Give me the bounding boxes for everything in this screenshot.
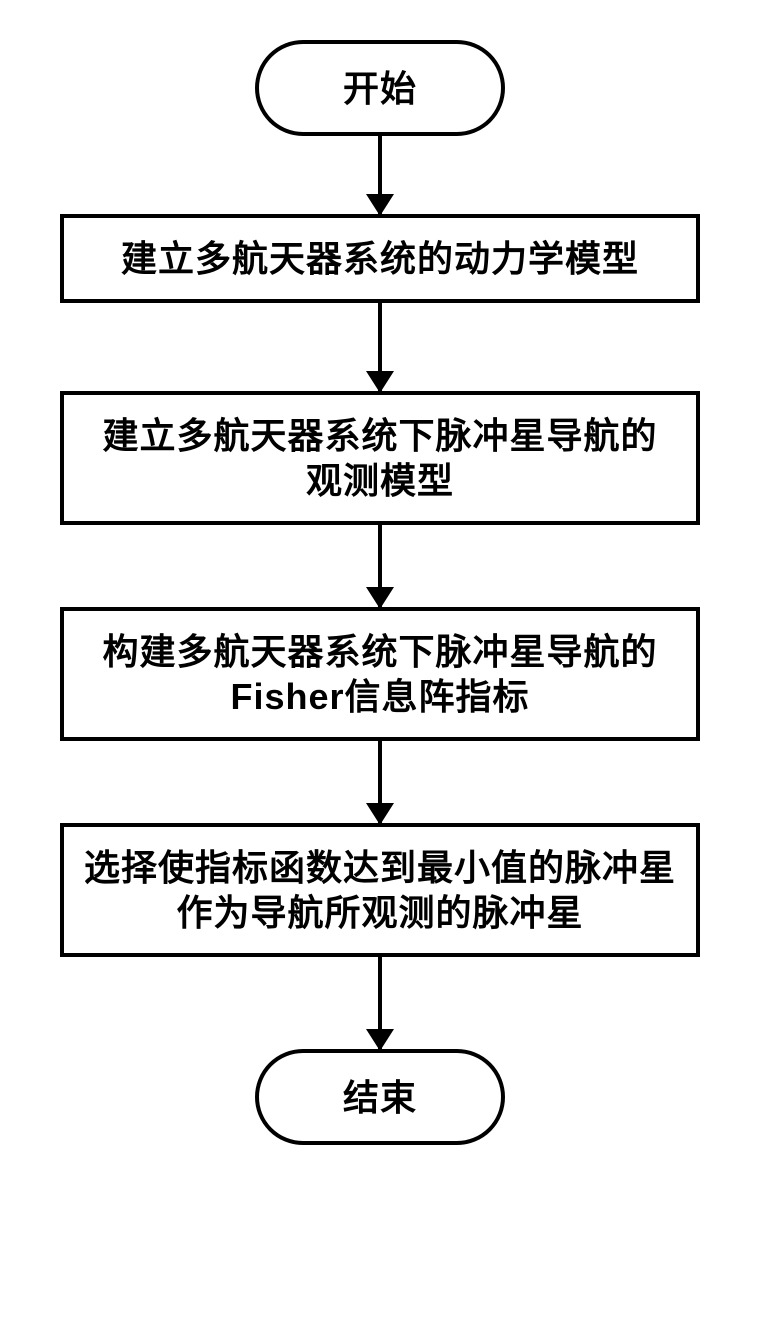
arrow-4 — [378, 957, 382, 1049]
flowchart-container: 开始 建立多航天器系统的动力学模型 建立多航天器系统下脉冲星导航的 观测模型 构… — [60, 40, 700, 1145]
end-node: 结束 — [255, 1049, 505, 1145]
arrow-3 — [378, 741, 382, 823]
step4-label: 选择使指标函数达到最小值的脉冲星 作为导航所观测的脉冲星 — [84, 845, 676, 935]
step2-label: 建立多航天器系统下脉冲星导航的 观测模型 — [102, 413, 657, 503]
arrow-1 — [378, 303, 382, 391]
start-node: 开始 — [255, 40, 505, 136]
step3-node: 构建多航天器系统下脉冲星导航的 Fisher信息阵指标 — [60, 607, 700, 741]
end-label: 结束 — [343, 1075, 417, 1120]
step1-label: 建立多航天器系统的动力学模型 — [121, 236, 639, 281]
step1-node: 建立多航天器系统的动力学模型 — [60, 214, 700, 303]
arrow-2 — [378, 525, 382, 607]
start-label: 开始 — [343, 66, 417, 111]
step2-node: 建立多航天器系统下脉冲星导航的 观测模型 — [60, 391, 700, 525]
step4-node: 选择使指标函数达到最小值的脉冲星 作为导航所观测的脉冲星 — [60, 823, 700, 957]
arrow-0 — [378, 136, 382, 214]
step3-label: 构建多航天器系统下脉冲星导航的 Fisher信息阵指标 — [102, 629, 657, 719]
